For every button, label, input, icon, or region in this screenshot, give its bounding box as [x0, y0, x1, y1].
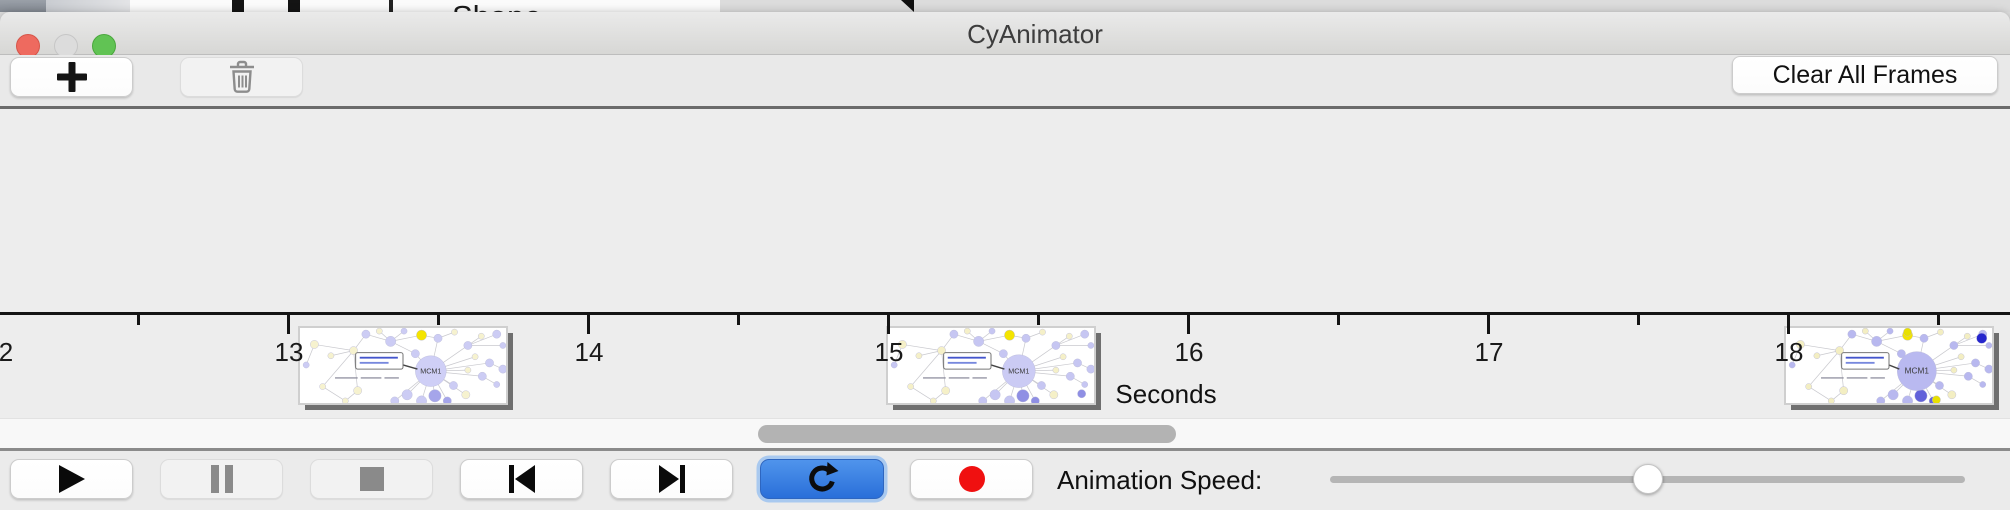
skip-to-start-button[interactable] — [460, 459, 583, 499]
axis-major-tick — [1487, 314, 1490, 334]
loop-icon — [809, 462, 839, 492]
timeline-scrollbar-thumb[interactable] — [758, 425, 1176, 443]
frame-thumbnail-2[interactable]: MCM1 — [886, 326, 1096, 405]
axis-minor-tick — [737, 314, 740, 325]
play-icon — [58, 465, 85, 493]
record-icon — [958, 466, 985, 492]
axis-tick-label: 2 — [0, 337, 14, 367]
axis-title: Seconds — [1115, 379, 1217, 409]
axis-tick-label: 15 — [874, 337, 904, 367]
animation-speed-slider-thumb[interactable] — [1632, 464, 1663, 494]
axis-major-tick — [1787, 314, 1790, 334]
controls-top-border — [0, 448, 2010, 451]
frame-thumbnail-3[interactable]: MCM1 — [1784, 326, 1994, 405]
pause-button[interactable] — [160, 459, 283, 499]
loop-button[interactable] — [760, 459, 884, 499]
stop-button[interactable] — [310, 459, 433, 499]
svg-text:MCM1: MCM1 — [1008, 367, 1029, 376]
plus-icon — [56, 62, 87, 92]
play-button[interactable] — [10, 459, 133, 499]
axis-minor-tick — [437, 314, 440, 325]
background-glyph-bar — [232, 0, 244, 12]
axis-minor-tick — [1337, 314, 1340, 325]
frame-thumbnail-1[interactable]: MCM1 — [298, 326, 508, 405]
pause-icon — [210, 465, 233, 493]
axis-major-tick — [887, 314, 890, 334]
stop-icon — [359, 467, 384, 491]
background-window-chrome — [0, 0, 46, 12]
axis-tick-label: 17 — [1474, 337, 1504, 367]
skip-start-icon — [508, 465, 535, 493]
axis-tick-label: 16 — [1174, 337, 1204, 367]
minimize-window-button[interactable] — [54, 34, 78, 58]
axis-minor-tick — [1937, 314, 1940, 325]
axis-major-tick — [1187, 314, 1190, 334]
background-triangle-glyph — [901, 0, 914, 12]
frames-toolbar — [0, 55, 2010, 106]
axis-tick-label: 18 — [1774, 337, 1804, 367]
axis-tick-label: 13 — [274, 337, 304, 367]
axis-tick-label: 14 — [574, 337, 604, 367]
delete-frame-button[interactable] — [180, 57, 303, 97]
timeline-panel-top-border — [0, 106, 2010, 109]
close-window-button[interactable] — [16, 34, 40, 58]
trash-icon — [229, 60, 254, 93]
add-frame-button[interactable] — [10, 57, 133, 97]
background-app-strip: Shape — [0, 0, 2010, 12]
axis-major-tick — [587, 314, 590, 334]
timeline-scrollbar-track[interactable] — [0, 418, 2010, 448]
background-shape-label: Shape — [452, 0, 542, 12]
background-panel-fragment — [46, 0, 130, 12]
background-canvas-fragment — [130, 0, 720, 12]
window-title: CyAnimator — [967, 19, 1103, 49]
animation-speed-slider[interactable] — [1330, 464, 1965, 494]
background-glyph-bar — [288, 0, 300, 12]
background-glyph-bar — [389, 0, 393, 12]
axis-major-tick — [287, 314, 290, 334]
svg-text:MCM1: MCM1 — [420, 367, 441, 376]
svg-text:MCM1: MCM1 — [1905, 367, 1930, 376]
record-button[interactable] — [910, 459, 1033, 499]
timeline-axis — [0, 312, 2010, 315]
axis-minor-tick — [137, 314, 140, 325]
skip-to-end-button[interactable] — [610, 459, 733, 499]
clear-all-frames-button[interactable]: Clear All Frames — [1732, 56, 1998, 94]
axis-minor-tick — [1037, 314, 1040, 325]
animation-speed-label: Animation Speed: — [1057, 465, 1263, 495]
axis-minor-tick — [1637, 314, 1640, 325]
timeline-panel[interactable]: MCM1 MCM1 MCM1 — [0, 109, 2010, 418]
title-bar[interactable] — [0, 12, 2010, 58]
skip-end-icon — [658, 465, 685, 493]
